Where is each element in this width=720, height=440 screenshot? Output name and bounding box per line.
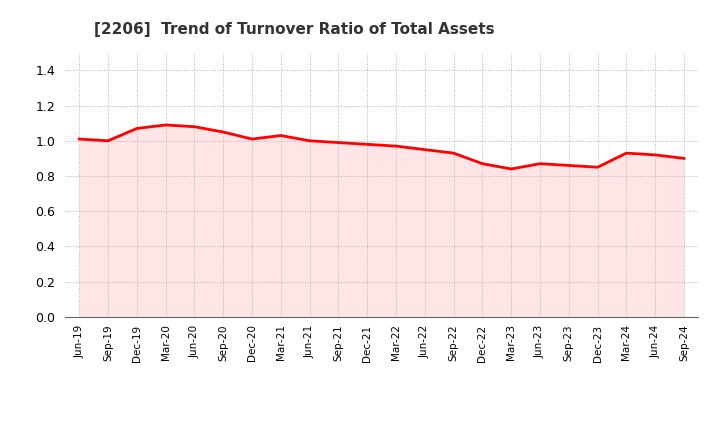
Text: [2206]  Trend of Turnover Ratio of Total Assets: [2206] Trend of Turnover Ratio of Total … [94,22,494,37]
